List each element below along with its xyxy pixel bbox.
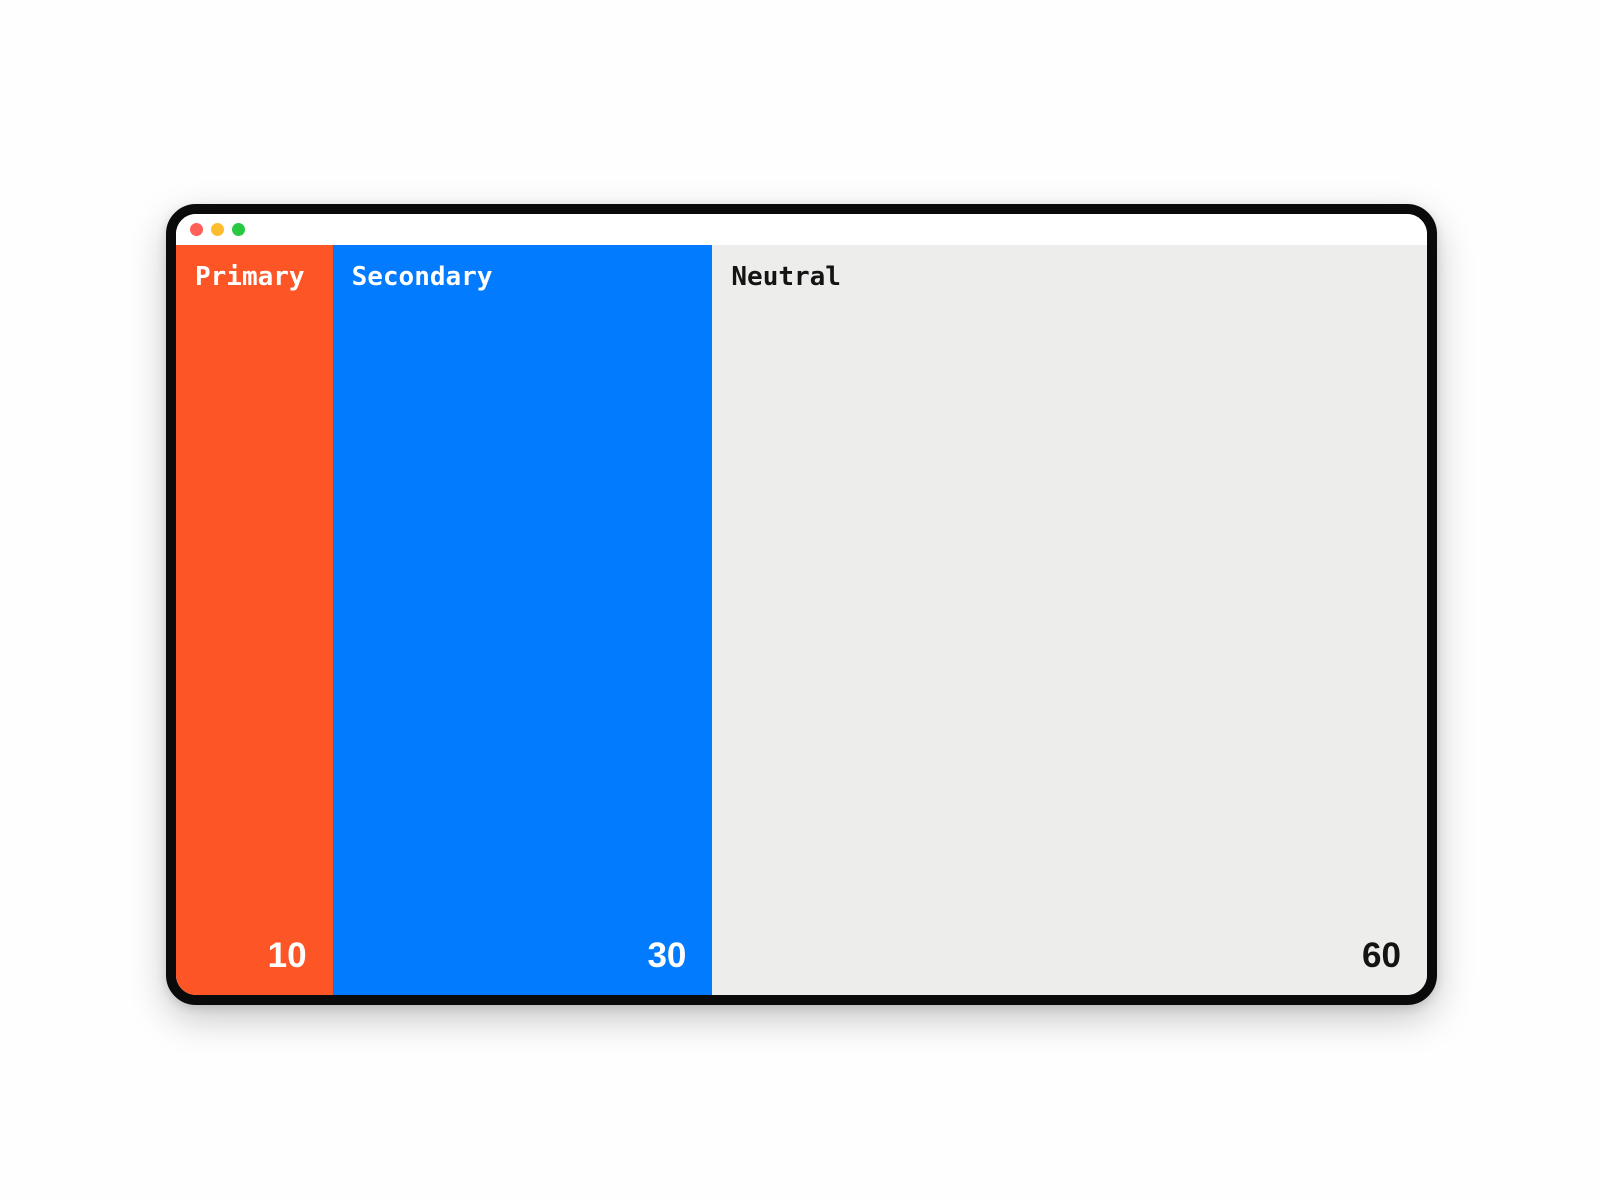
palette-column-neutral: Neutral 60 [712,245,1427,995]
minimize-button[interactable] [211,223,224,236]
palette-column-label: Primary [195,262,305,292]
maximize-button[interactable] [232,223,245,236]
palette-column-label: Neutral [731,262,841,292]
palette-column-value: 30 [647,936,687,975]
palette-columns: Primary 10 Secondary 30 Neutral 60 [176,245,1427,995]
palette-column-value: 10 [267,936,307,975]
palette-column-secondary: Secondary 30 [332,245,713,995]
app-window: Primary 10 Secondary 30 Neutral 60 [166,204,1437,1005]
palette-column-primary: Primary 10 [176,245,333,995]
palette-column-value: 60 [1362,936,1401,975]
close-button[interactable] [190,223,203,236]
window-titlebar[interactable] [176,214,1427,245]
palette-column-label: Secondary [351,262,493,292]
